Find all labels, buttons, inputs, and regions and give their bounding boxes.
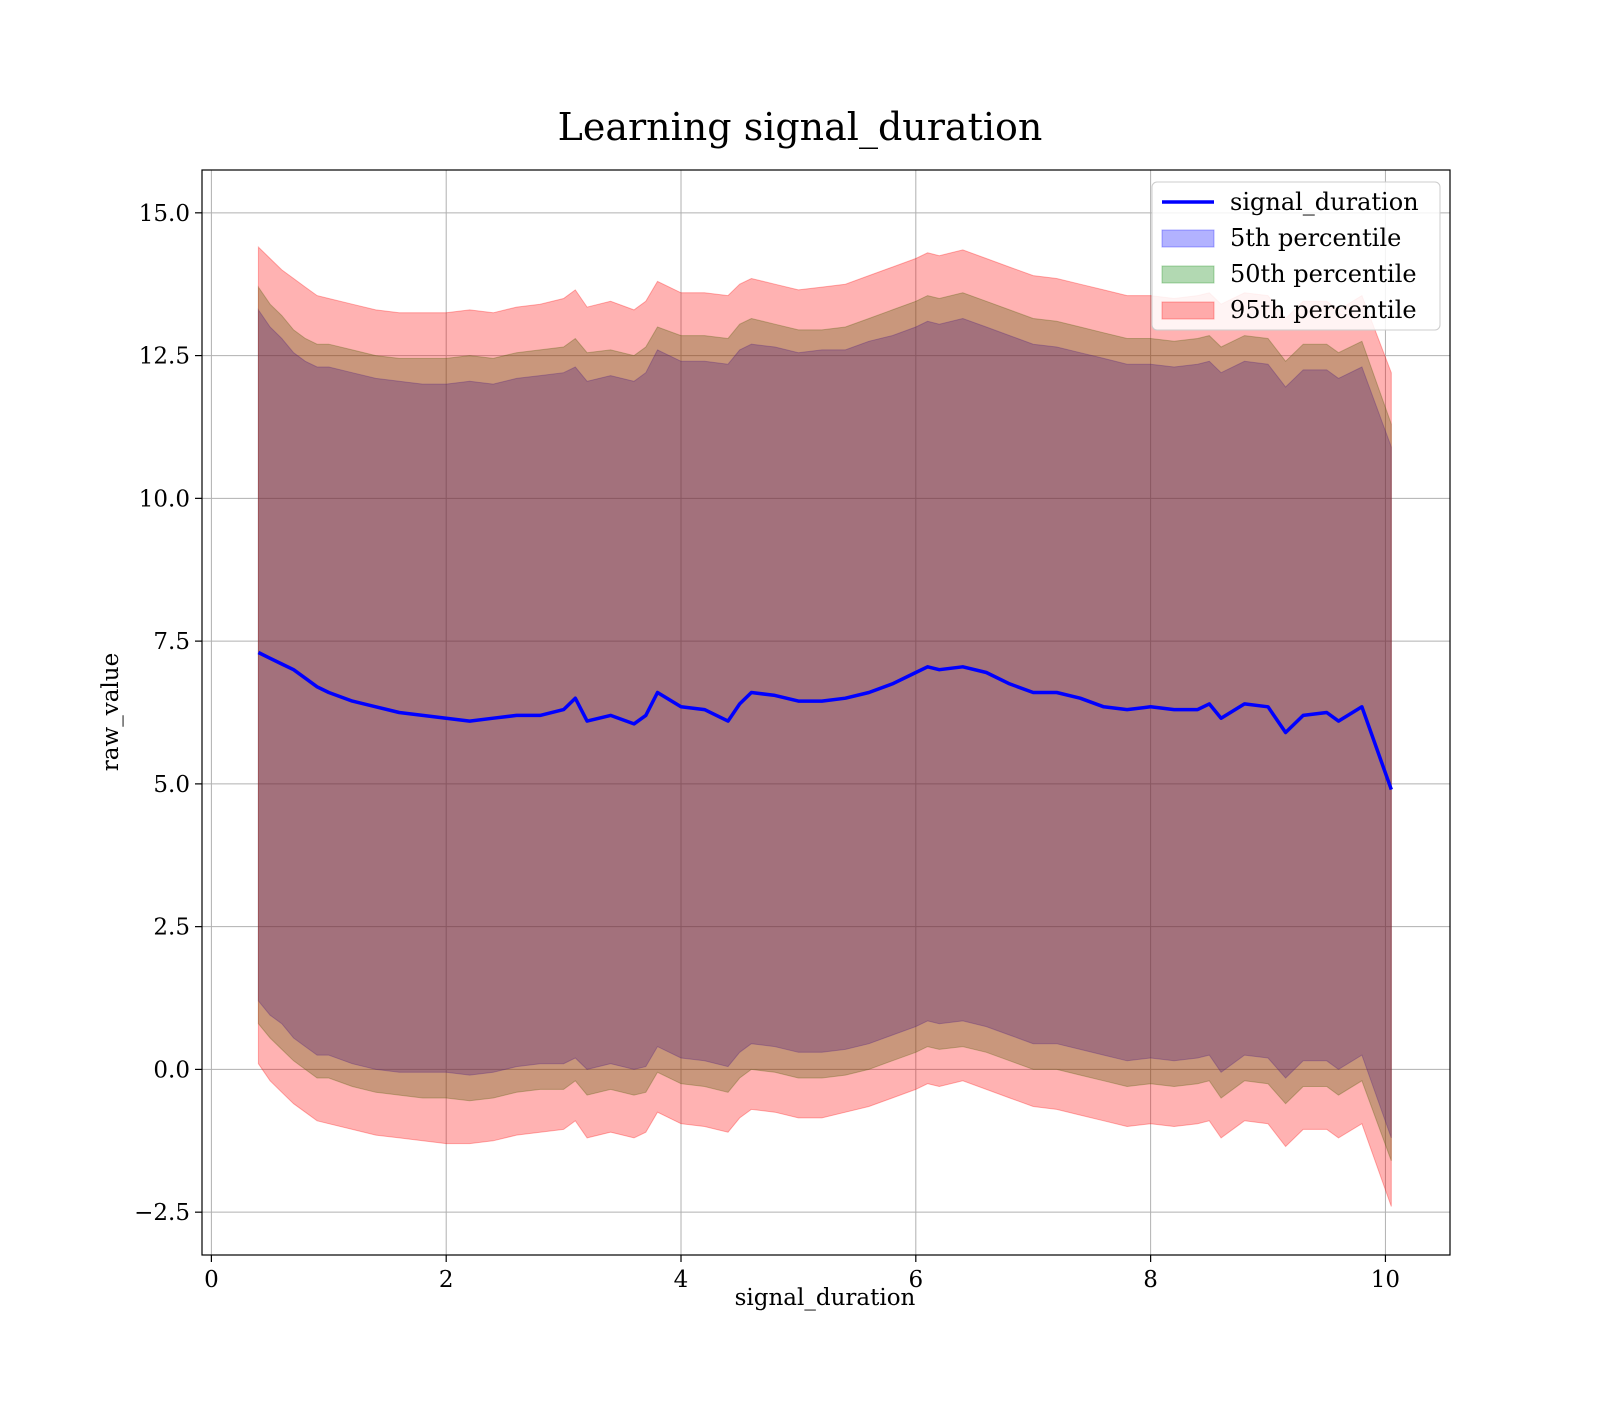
legend: signal_duration 5th percentile 50th percen…	[1151, 181, 1441, 331]
x-tick-label: 4	[674, 1267, 689, 1293]
plot-area: 0 2 4 6 8 10 −2.5 0.0 2.5 5.0 7.5 10.0 12.5 15.0	[134, 169, 1451, 1293]
x-tick-label: 8	[1143, 1267, 1158, 1293]
x-tick-label: 0	[204, 1267, 219, 1293]
x-tick-label: 10	[1371, 1267, 1400, 1293]
x-axis-label: signal_duration	[735, 1285, 916, 1311]
legend-patch-swatch	[1161, 301, 1215, 320]
y-tick-label: 15.0	[139, 201, 190, 227]
legend-entry-label: 95th percentile	[1230, 296, 1417, 324]
legend-entry-label: signal_duration	[1230, 188, 1419, 216]
legend-entry-label: 5th percentile	[1230, 224, 1401, 252]
y-axis-label: raw_value	[98, 653, 124, 771]
y-tick-label: 12.5	[139, 344, 190, 370]
x-tick-label: 2	[439, 1267, 454, 1293]
plot-frame	[201, 169, 1451, 1256]
y-tick-label: 0.0	[153, 1057, 190, 1083]
x-tick-label: 6	[908, 1267, 923, 1293]
band-50th-percentile	[257, 285, 1392, 1161]
legend-box	[1151, 181, 1441, 331]
y-tick-label: 5.0	[153, 772, 190, 798]
series-line-signal-duration	[257, 650, 1393, 791]
legend-patch-swatch	[1161, 229, 1215, 248]
y-tick-label: −2.5	[134, 1200, 190, 1226]
legend-entry-label: 50th percentile	[1230, 260, 1417, 288]
y-tick-label: 7.5	[153, 629, 190, 655]
legend-patch-swatch	[1161, 265, 1215, 284]
chart-title: Learning signal_duration	[558, 105, 1043, 150]
y-tick-label: 10.0	[139, 486, 190, 512]
y-tick-label: 2.5	[153, 915, 190, 941]
band-5th-percentile	[257, 308, 1392, 1139]
band-95th-percentile	[257, 245, 1392, 1207]
